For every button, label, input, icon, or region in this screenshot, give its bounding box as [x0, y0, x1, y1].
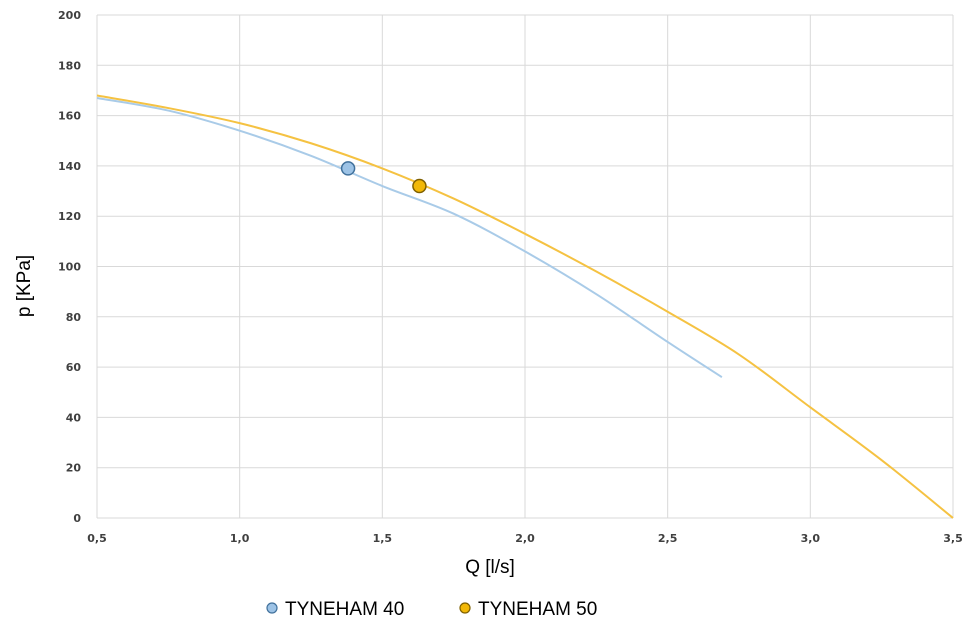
legend: TYNEHAM 40 TYNEHAM 50: [266, 599, 597, 620]
series-line-tyneham-50: [96, 94, 954, 519]
x-tick-label: 0,5: [87, 532, 107, 545]
x-tick-label: 2,0: [515, 532, 535, 545]
x-tick-label: 3,0: [801, 532, 821, 545]
x-tick-label: 2,5: [658, 532, 678, 545]
y-tick-label: 200: [58, 9, 81, 22]
legend-marker-tyneham-40: [266, 602, 278, 614]
x-tick-label: 1,0: [230, 532, 250, 545]
y-tick-label: 100: [58, 261, 81, 274]
legend-marker-tyneham-50: [459, 602, 471, 614]
x-axis-title: Q [l/s]: [465, 557, 515, 578]
operating-points: [340, 161, 427, 194]
series-lines: [96, 94, 954, 519]
y-tick-label: 160: [58, 110, 81, 123]
y-tick-labels: 0 20 40 60 80 100 120 140 160 180 200: [58, 9, 81, 525]
x-tick-label: 3,5: [943, 532, 963, 545]
y-tick-label: 40: [66, 411, 82, 424]
y-tick-label: 60: [66, 361, 82, 374]
operating-point-tyneham-40: [340, 161, 356, 176]
y-tick-label: 120: [58, 210, 81, 223]
legend-label-tyneham-40: TYNEHAM 40: [285, 599, 404, 620]
y-tick-label: 20: [66, 462, 82, 475]
x-tick-label: 1,5: [373, 532, 393, 545]
grid-lines: [96, 14, 954, 519]
series-line-tyneham-40: [96, 97, 723, 378]
y-axis-title: p [KPa]: [14, 255, 35, 317]
x-tick-labels: 0,5 1,0 1,5 2,0 2,5 3,0 3,5: [87, 532, 963, 545]
y-tick-label: 180: [58, 59, 81, 72]
y-tick-label: 140: [58, 160, 81, 173]
operating-point-tyneham-50: [412, 178, 427, 194]
y-tick-label: 80: [66, 311, 82, 324]
legend-label-tyneham-50: TYNEHAM 50: [478, 599, 597, 620]
y-tick-label: 0: [73, 512, 81, 525]
